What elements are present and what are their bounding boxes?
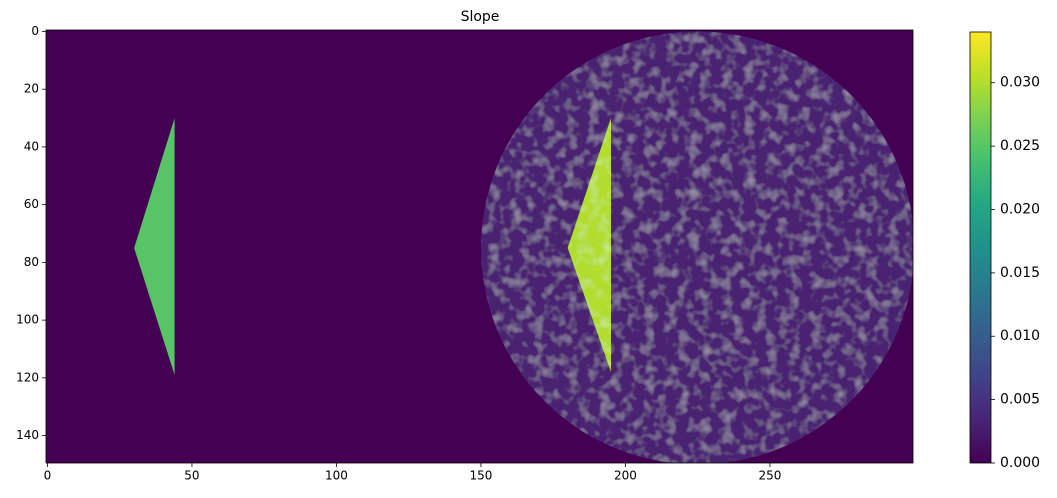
- x-tick-label: 100: [325, 469, 348, 483]
- colorbar-gradient: [969, 31, 992, 464]
- x-tick-label: 0: [44, 469, 52, 483]
- x-tick-label: 150: [469, 469, 492, 483]
- colorbar-tick-label: 0.005: [1000, 392, 1040, 408]
- colorbar: 0.000 0.005 0.010 0.015 0.020 0.025 0.030: [969, 31, 1040, 471]
- triangle: [134, 118, 175, 375]
- y-tick-label: 120: [16, 370, 39, 384]
- colorbar-tick-label: 0.030: [1000, 75, 1040, 91]
- colorbar-tick-label: 0.000: [1000, 455, 1040, 471]
- triangle: [567, 118, 611, 373]
- y-tick-label: 80: [24, 255, 39, 269]
- colorbar-tick-label: 0.015: [1000, 265, 1040, 281]
- y-tick-label: 60: [24, 197, 39, 211]
- colorbar-tick-label: 0.020: [1000, 201, 1040, 217]
- x-tick-label: 250: [758, 469, 781, 483]
- y-tick-label: 20: [24, 82, 39, 96]
- y-tick-label: 40: [24, 139, 39, 153]
- x-tick-label: 200: [614, 469, 637, 483]
- plot-frame: [45, 29, 914, 464]
- y-tick-label: 100: [16, 313, 39, 327]
- colorbar-tick-label: 0.010: [1000, 328, 1040, 344]
- y-tick-label: 0: [31, 24, 39, 38]
- x-tick-label: 50: [184, 469, 199, 483]
- disk: [481, 31, 913, 463]
- colorbar-tick-label: 0.025: [1000, 138, 1040, 154]
- y-tick-label: 140: [16, 428, 39, 442]
- image: [46, 30, 913, 463]
- chart-title: Slope: [461, 9, 500, 25]
